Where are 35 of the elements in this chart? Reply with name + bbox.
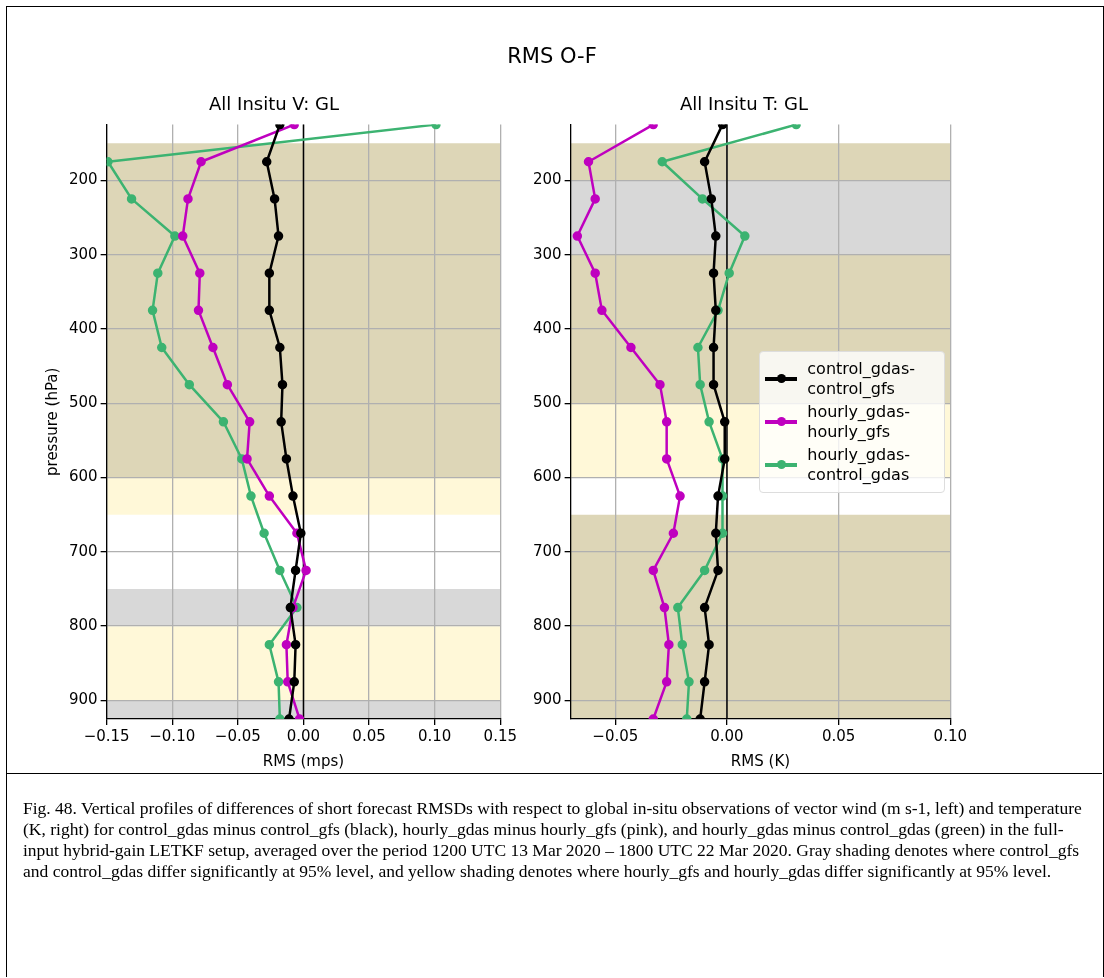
y-tick-label: 400	[532, 318, 562, 337]
y-tick-label: 500	[68, 393, 98, 412]
y-tick-label: 700	[532, 541, 562, 560]
chart-title: All Insitu V: GL	[209, 93, 339, 115]
y-tick-label: 900	[532, 690, 562, 709]
y-tick-label: 300	[68, 244, 98, 263]
y-tick-label: 200	[68, 170, 98, 189]
y-tick-label: 700	[68, 541, 98, 560]
x-tick-label: 0.05	[821, 726, 856, 745]
x-tick-label: 0.10	[933, 726, 967, 745]
x-tick-label: 0.10	[417, 726, 452, 745]
y-tick-label: 500	[532, 393, 562, 412]
y-tick-label: 600	[532, 467, 562, 486]
y-tick-label: 600	[68, 467, 98, 486]
x-tick-label: 0.00	[710, 726, 744, 745]
x-axis-title: RMS (mps)	[262, 751, 345, 770]
y-tick-label: 800	[532, 616, 562, 635]
text: RMS O-F	[506, 44, 598, 68]
x-tick-label: −0.10	[149, 726, 196, 745]
x-tick-label: −0.15	[83, 726, 130, 745]
y-axis-title: pressure (hPa)	[42, 367, 61, 476]
y-tick-label: 300	[532, 244, 562, 263]
y-tick-label: 200	[532, 170, 562, 189]
x-tick-label: −0.05	[214, 726, 261, 745]
x-tick-label: 0.00	[286, 726, 321, 745]
y-tick-label: 800	[68, 616, 98, 635]
caption: Fig. 48. Vertical profiles of differences of short forecast RMSDs with respect to global in-situ observations of vector wind (m s-1, left) and temperature (K, right) for control_gdas minus control_gfs (black), hourly_gdas minus hourly_gfs (pink), and hourly_gdas minus control_gdas (green) in the full-input hybrid-gain LETKF setup, averaged over the period 1200 UTC 13 Mar 2020 – 1800 UTC 22 Mar 2020. Gray shading denotes where control_gfs and control_gdas differ significantly at 95% level, and yellow shading denotes where hourly_gfs and hourly_gdas differ significantly at 95% level.	[23, 798, 1082, 882]
x-tick-label: 0.05	[352, 726, 386, 745]
x-tick-label: 0.15	[483, 726, 517, 745]
x-axis-title: RMS (K)	[730, 751, 791, 770]
y-tick-label: 400	[68, 318, 98, 337]
y-tick-label: 900	[68, 690, 98, 709]
x-tick-label: −0.05	[592, 726, 639, 745]
chart-title: All Insitu T: GL	[679, 93, 809, 115]
legend-label: hourly_gdas-control_gdas	[807, 444, 912, 485]
